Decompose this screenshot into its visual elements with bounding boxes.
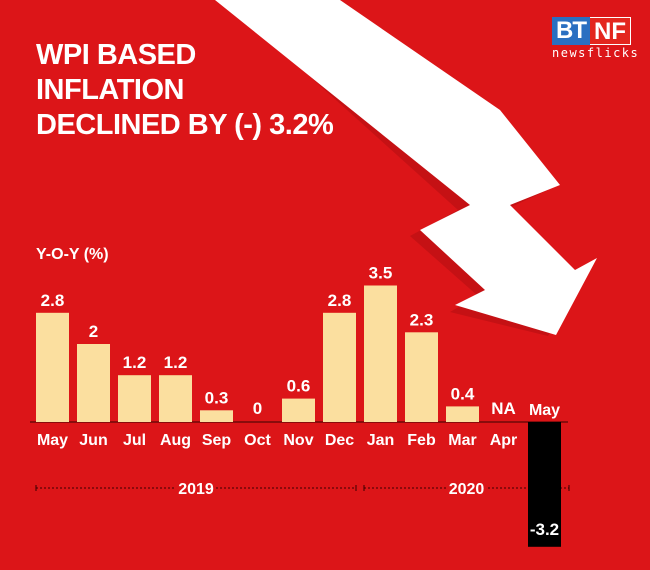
data-label: 2.8 bbox=[41, 291, 65, 310]
y-axis-label: Y-O-Y (%) bbox=[36, 246, 109, 263]
data-label: NA bbox=[491, 399, 516, 418]
logo-tagline: newsflicks bbox=[552, 46, 640, 60]
bar bbox=[282, 398, 315, 422]
data-label: 0.4 bbox=[451, 384, 475, 403]
data-label: 1.2 bbox=[164, 353, 188, 372]
data-label: 2 bbox=[89, 322, 98, 341]
bar bbox=[77, 344, 110, 422]
logo-bt: BT bbox=[552, 17, 590, 45]
bar bbox=[118, 375, 151, 422]
x-tick-label: Oct bbox=[244, 432, 271, 449]
x-tick-label: Sep bbox=[202, 432, 232, 449]
logo: BT NF newsflicks bbox=[552, 17, 640, 60]
x-tick-label: May bbox=[37, 432, 68, 449]
x-tick-label: Dec bbox=[325, 432, 354, 449]
data-label: 2.3 bbox=[410, 310, 434, 329]
bar-negative bbox=[528, 422, 561, 547]
down-arrow-decoration bbox=[215, 0, 597, 335]
year-label: 2020 bbox=[449, 481, 485, 498]
headline-line-1: WPI BASED bbox=[36, 39, 196, 71]
year-label-bg bbox=[446, 478, 487, 498]
bar bbox=[159, 375, 192, 422]
data-label: 1.2 bbox=[123, 353, 147, 372]
data-label: 2.8 bbox=[328, 291, 352, 310]
x-tick-label: Nov bbox=[283, 432, 313, 449]
x-tick-label: Jun bbox=[79, 432, 107, 449]
x-tick-label: Feb bbox=[407, 432, 436, 449]
data-label: 0.3 bbox=[205, 388, 229, 407]
data-label: 0 bbox=[253, 399, 262, 418]
data-label: 0.6 bbox=[287, 377, 311, 396]
x-tick-label: Jan bbox=[367, 432, 395, 449]
x-tick-label: Jul bbox=[123, 432, 146, 449]
data-label: -3.2 bbox=[530, 520, 559, 539]
year-label: 2019 bbox=[178, 481, 214, 498]
headline: WPI BASED INFLATION DECLINED BY (-) 3.2% bbox=[36, 38, 334, 143]
headline-line-2: INFLATION bbox=[36, 74, 185, 106]
logo-nf: NF bbox=[590, 17, 631, 45]
x-tick-label: Aug bbox=[160, 432, 191, 449]
bar bbox=[446, 406, 479, 422]
bar bbox=[323, 312, 356, 422]
headline-line-3: DECLINED BY (-) 3.2% bbox=[36, 109, 334, 141]
bar bbox=[364, 285, 397, 422]
x-tick-label: May bbox=[529, 402, 560, 419]
year-label-bg bbox=[176, 478, 216, 498]
bar bbox=[36, 312, 69, 422]
data-label: 3.5 bbox=[369, 264, 393, 283]
bar bbox=[405, 332, 438, 422]
bar bbox=[200, 410, 233, 422]
x-tick-label: Mar bbox=[448, 432, 476, 449]
x-tick-label: Apr bbox=[490, 432, 518, 449]
